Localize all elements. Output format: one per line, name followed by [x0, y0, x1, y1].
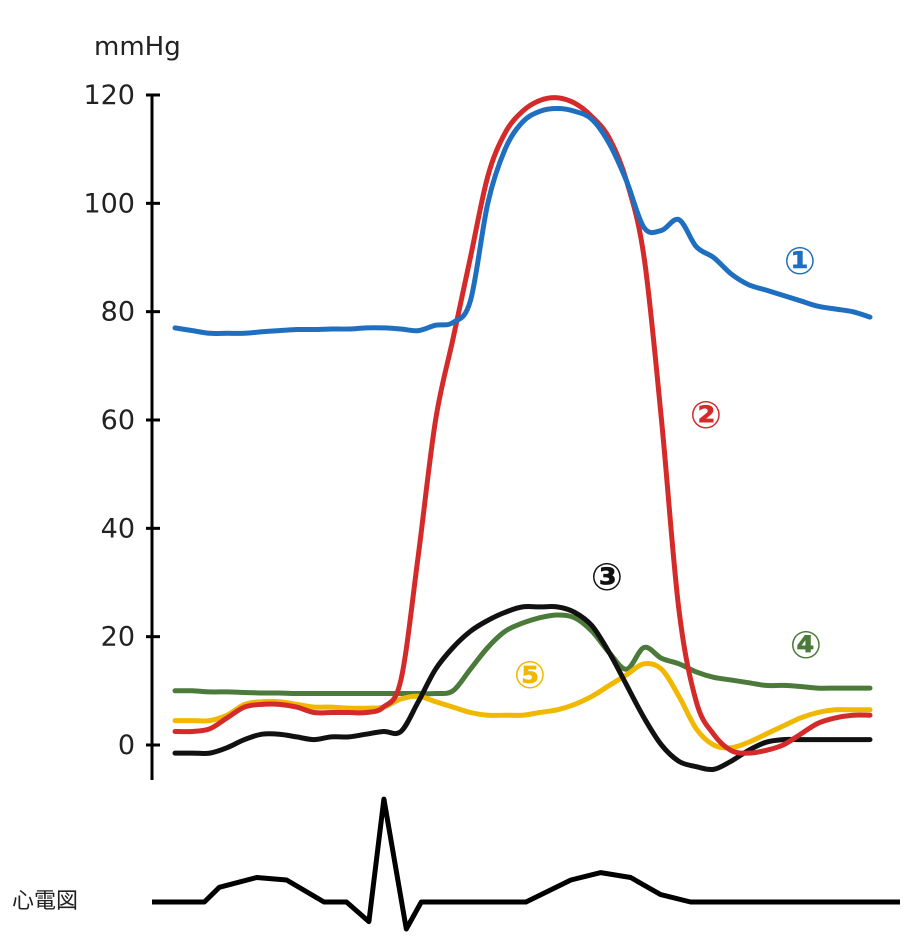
ecg-label: 心電図: [12, 889, 78, 914]
y-tick-label-120: 120: [83, 80, 135, 111]
series-2-line: [172, 95, 873, 756]
pressure-series: [172, 95, 873, 773]
series-2-label: ②: [690, 393, 722, 437]
series-labels: ① ② ③ ④ ⑤: [514, 239, 822, 697]
y-axis-unit-label: mmHg: [94, 32, 181, 62]
y-tick-label-60: 60: [101, 405, 135, 436]
y-tick-label-80: 80: [101, 297, 135, 328]
ecg-trace: [152, 796, 900, 932]
series-1-line: [172, 106, 873, 337]
series-3-line: [172, 604, 873, 773]
y-tick-label-20: 20: [101, 622, 135, 653]
y-axis-tick-labels: 120 100 80 60 40 20 0: [83, 80, 135, 761]
y-axis-ticks: [146, 93, 160, 747]
series-1-label: ①: [784, 239, 816, 283]
series-4-line: [172, 612, 873, 697]
y-tick-label-100: 100: [83, 188, 135, 219]
series-3-label: ③: [591, 555, 623, 599]
series-5-label: ⑤: [514, 653, 546, 697]
y-tick-label-40: 40: [101, 513, 135, 544]
series-4-label: ④: [790, 623, 822, 667]
y-tick-label-0: 0: [118, 730, 135, 761]
